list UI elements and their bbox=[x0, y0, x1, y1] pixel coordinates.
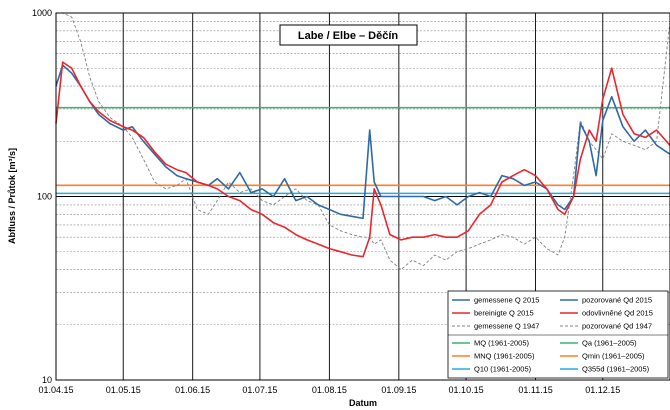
legend-label: bereinigte Q 2015 bbox=[474, 309, 534, 318]
y-tick-label: 100 bbox=[37, 192, 52, 202]
x-tick-label: 01.09.15 bbox=[381, 385, 416, 395]
data-series bbox=[55, 12, 670, 270]
chart-title: Labe / Elbe – Děčín bbox=[298, 30, 399, 42]
plot-frame bbox=[55, 12, 670, 381]
legend-label: Qmin (1961–2005) bbox=[582, 352, 645, 361]
legend-label: Q355d (1961–2005) bbox=[582, 365, 650, 374]
y-axis-title: Abfluss / Průtok [m³/s] bbox=[7, 148, 17, 244]
y-axis-ticks: 10 100 1000 bbox=[32, 8, 52, 385]
series-line bbox=[55, 61, 670, 258]
legend: gemessene Q 2015 pozorované Qd 2015 berein… bbox=[447, 290, 669, 379]
legend-label: Q10 (1961-2005) bbox=[474, 365, 532, 374]
x-axis-title: Datum bbox=[349, 398, 377, 408]
legend-box bbox=[447, 290, 669, 379]
legend-label: Qa (1961–2005) bbox=[582, 339, 637, 348]
x-tick-label: 01.08.15 bbox=[312, 385, 347, 395]
x-tick-label: 01.11.15 bbox=[518, 385, 552, 395]
x-tick-label: 01.10.15 bbox=[449, 385, 484, 395]
legend-label: odovlivněné Qd 2015 bbox=[582, 309, 653, 318]
legend-label: pozorované Qd 2015 bbox=[582, 296, 652, 305]
legend-label: MQ (1961-2005) bbox=[474, 339, 530, 348]
reference-lines bbox=[56, 106, 670, 195]
x-tick-label: 01.04.15 bbox=[38, 385, 73, 395]
chart-title-box: Labe / Elbe – Děčín bbox=[279, 24, 418, 46]
y-tick-label: 10 bbox=[42, 375, 52, 385]
legend-label: MNQ (1961-2005) bbox=[474, 352, 535, 361]
x-axis-ticks: 01.04.15 01.05.15 01.06.15 01.07.15 01.08.15… bbox=[38, 385, 620, 395]
legend-label: gemessene Q 1947 bbox=[474, 322, 539, 331]
legend-label: pozorované Qd 1947 bbox=[582, 322, 652, 331]
legend-label: gemessene Q 2015 bbox=[474, 296, 539, 305]
x-tick-label: 01.06.15 bbox=[175, 385, 210, 395]
x-tick-label: 01.12.15 bbox=[585, 385, 620, 395]
x-tick-label: 01.07.15 bbox=[242, 385, 277, 395]
grid bbox=[56, 13, 670, 380]
y-tick-label: 1000 bbox=[32, 8, 52, 18]
x-tick-label: 01.05.15 bbox=[106, 385, 141, 395]
